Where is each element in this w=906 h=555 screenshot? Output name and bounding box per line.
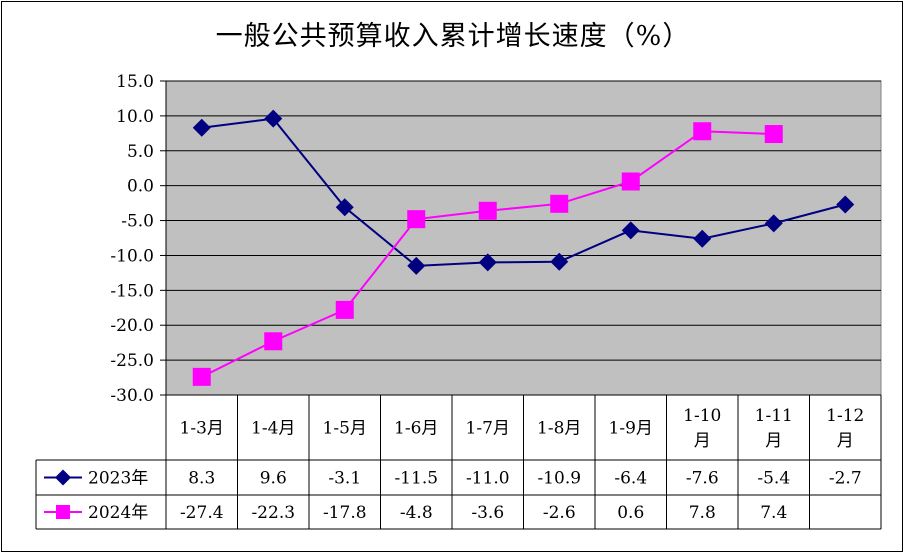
legend-label: 2024年 [88, 503, 148, 523]
data-point [478, 201, 497, 220]
category-label: 1-4月 [251, 419, 295, 439]
category-label: 1-10 [683, 406, 721, 426]
data-point [764, 214, 783, 233]
category-label: 1-12 [826, 406, 864, 426]
y-tick-label: 0.0 [127, 177, 154, 197]
table-value: -3.6 [471, 503, 504, 523]
table-value: -6.4 [614, 469, 647, 489]
data-point [264, 109, 283, 128]
data-point [335, 198, 354, 217]
y-tick-label: 15.0 [116, 72, 154, 92]
table-value: -11.0 [466, 469, 510, 489]
category-label: 月 [837, 431, 854, 451]
data-point [764, 125, 783, 144]
y-tick-label: -10.0 [110, 246, 154, 266]
series-layer [192, 109, 855, 386]
table-value: 9.6 [260, 469, 287, 489]
data-point [192, 118, 211, 137]
table-value: 0.6 [617, 503, 644, 523]
legend-marker [56, 505, 70, 519]
table-value: 7.4 [760, 503, 787, 523]
table-value: -17.8 [323, 503, 367, 523]
table-value: 8.3 [188, 469, 215, 489]
category-label: 1-7月 [466, 419, 510, 439]
data-point [550, 252, 569, 271]
table-value: -27.4 [180, 503, 224, 523]
data-point [621, 221, 640, 240]
table-value: -10.9 [537, 469, 581, 489]
y-tick-label: -25.0 [110, 351, 154, 371]
data-point [550, 194, 569, 213]
data-point [192, 367, 211, 386]
y-tick-label: -20.0 [110, 316, 154, 336]
data-point [407, 256, 426, 275]
legend-marker [55, 469, 71, 486]
category-label: 1-8月 [537, 419, 581, 439]
data-table: 1-3月 1-4月 1-5月 1-6月 1-7月 1-8月 1-9月 1-10 月 1-11 月 1-… [35, 394, 882, 530]
table-value: -2.6 [543, 503, 576, 523]
data-point [693, 229, 712, 248]
table-value: -11.5 [394, 469, 438, 489]
category-label: 1-9月 [609, 419, 653, 439]
data-point [693, 122, 712, 141]
data-point [621, 172, 640, 191]
y-tick-label: 5.0 [127, 142, 154, 162]
y-tick-label: -15.0 [110, 281, 154, 301]
table-value: -3.1 [328, 469, 361, 489]
table-value: 7.8 [689, 503, 716, 523]
series-line [201, 117, 846, 267]
table-value: -4.8 [400, 503, 433, 523]
data-point [836, 195, 855, 214]
y-axis: 15.0 10.0 5.0 0.0 -5.0 -10.0 -15.0 -20.0 -25.0 -3… [110, 72, 167, 406]
category-label: 月 [765, 431, 782, 451]
y-tick-label: -5.0 [121, 212, 154, 232]
data-point [335, 300, 354, 319]
chart-title: 一般公共预算收入累计增长速度（%） [215, 21, 691, 52]
category-label: 1-3月 [180, 419, 224, 439]
data-point [264, 332, 283, 351]
table-value: -22.3 [251, 503, 295, 523]
category-label: 月 [694, 431, 711, 451]
y-tick-label: 10.0 [116, 107, 154, 127]
category-label: 1-5月 [323, 419, 367, 439]
category-label: 1-6月 [394, 419, 438, 439]
table-value: -7.6 [686, 469, 719, 489]
data-point [478, 253, 497, 272]
data-point [407, 210, 426, 229]
legend-label: 2023年 [88, 469, 148, 489]
table-value: -5.4 [757, 469, 790, 489]
table-value: -2.7 [829, 469, 862, 489]
y-tick-label: -30.0 [110, 386, 154, 406]
category-label: 1-11 [755, 406, 793, 426]
